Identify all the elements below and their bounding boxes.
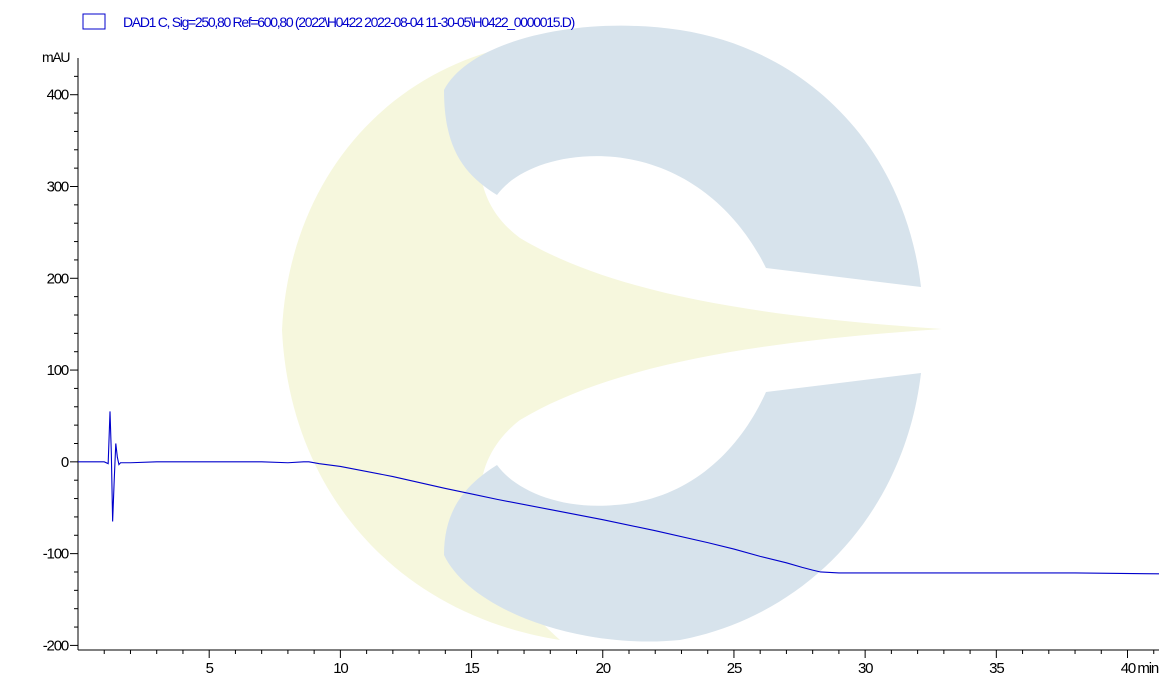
y-tick-label: -100 <box>43 546 69 563</box>
x-tick-label: 35 <box>989 660 1004 677</box>
y-axis-ticks: -200 -100 0 100 200 300 400 <box>43 75 78 654</box>
legend-series-label: DAD1 C, Sig=250,80 Ref=600,80 (2022\H042… <box>123 14 575 30</box>
x-tick-label: 10 <box>333 660 348 677</box>
watermark-blue-upper-arc <box>444 25 921 287</box>
watermark-yellow-wedge <box>282 39 942 640</box>
legend-swatch <box>82 13 106 30</box>
x-axis-ticks: 5 10 15 20 25 30 35 40 min <box>103 650 1159 677</box>
lab-logo-watermark <box>282 25 942 642</box>
x-tick-label: 40 <box>1121 660 1136 677</box>
y-tick-label: -200 <box>43 637 69 654</box>
y-tick-label: 300 <box>47 178 69 195</box>
y-axis-unit: mAU <box>42 49 70 65</box>
y-tick-label: 400 <box>47 87 69 104</box>
y-tick-label: 100 <box>47 362 69 379</box>
legend: DAD1 C, Sig=250,80 Ref=600,80 (2022\H042… <box>82 13 576 30</box>
watermark-blue-lower-arc <box>444 373 921 642</box>
y-tick-label: 200 <box>47 270 69 287</box>
x-axis-unit: min <box>1137 660 1158 677</box>
x-tick-label: 15 <box>464 660 479 677</box>
x-tick-label: 25 <box>727 660 742 677</box>
signal-trace-line <box>78 411 1159 575</box>
y-tick-label: 0 <box>61 454 69 471</box>
x-tick-label: 5 <box>206 660 214 677</box>
x-tick-label: 20 <box>596 660 611 677</box>
x-tick-label: 30 <box>858 660 873 677</box>
